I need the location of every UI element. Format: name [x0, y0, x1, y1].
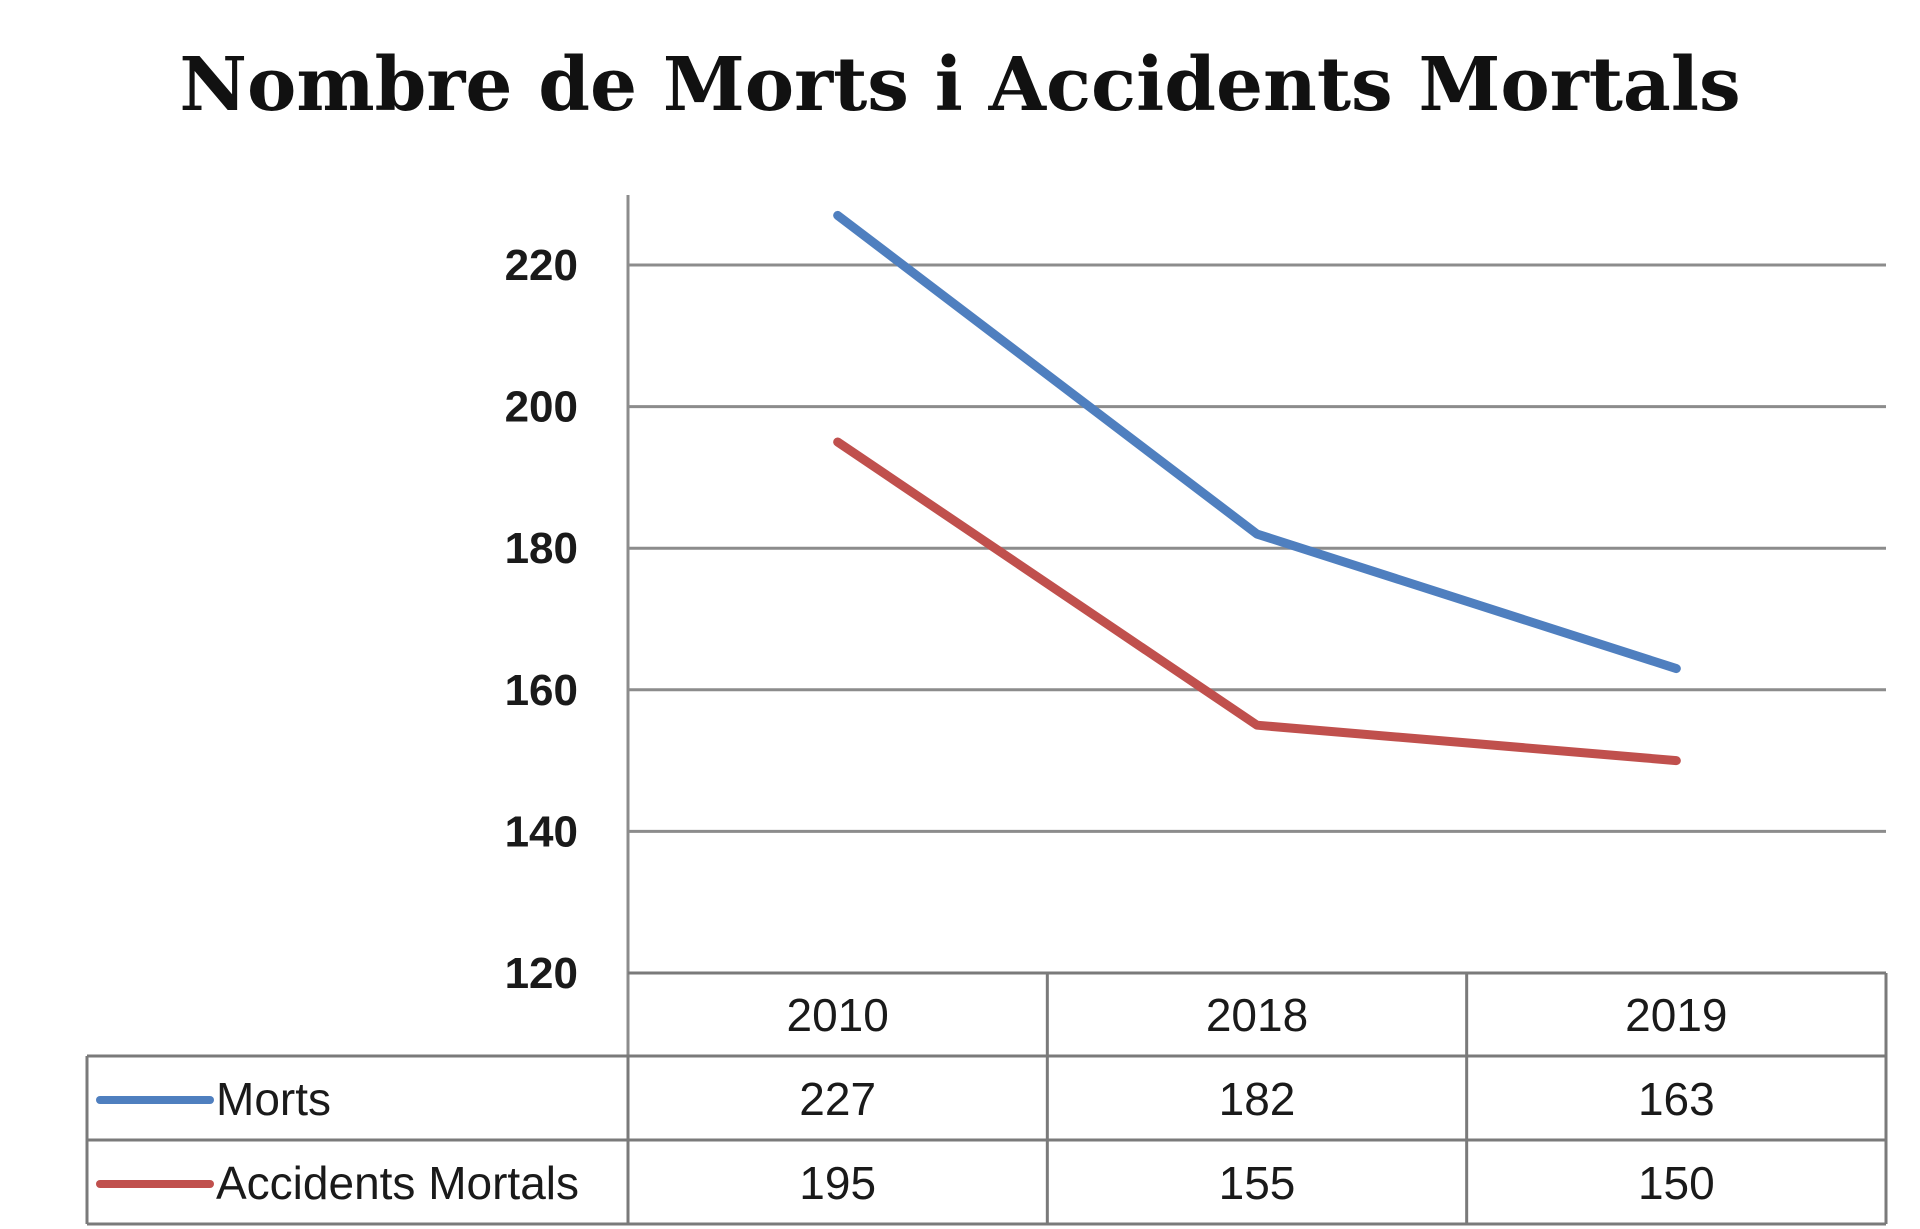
- y-tick-label: 120: [505, 949, 578, 998]
- data-point: [1256, 533, 1258, 536]
- y-tick-label: 200: [505, 383, 578, 432]
- data-point: [836, 441, 839, 443]
- data-point: [836, 214, 839, 217]
- table-value: 163: [1638, 1073, 1715, 1125]
- category-label: 2018: [1206, 989, 1308, 1041]
- series-line-1: [833, 437, 1681, 766]
- chart-title: Nombre de Morts i Accidents Mortals: [179, 42, 1740, 128]
- data-point: [1256, 724, 1258, 727]
- table-value: 227: [799, 1073, 876, 1125]
- data-point: [1675, 667, 1678, 670]
- category-label: 2010: [786, 989, 888, 1041]
- series-name: Morts: [216, 1073, 331, 1125]
- gridlines: [626, 195, 1886, 1056]
- y-axis-ticks: 220 200 180 160 140 120: [505, 241, 578, 998]
- series-lines: [833, 210, 1681, 766]
- data-table: 2010 2018 2019 Morts 227 182 163 Accidents Mort…: [85, 971, 1888, 1226]
- y-tick-label: 140: [505, 807, 578, 856]
- table-value: 195: [799, 1157, 876, 1209]
- data-point: [1675, 759, 1678, 762]
- y-tick-label: 180: [505, 524, 578, 573]
- y-tick-label: 220: [505, 241, 578, 290]
- series-name: Accidents Mortals: [216, 1157, 579, 1209]
- series-line-0: [833, 210, 1681, 674]
- table-value: 155: [1219, 1157, 1296, 1209]
- category-label: 2019: [1625, 989, 1727, 1041]
- table-value: 150: [1638, 1157, 1715, 1209]
- y-tick-label: 160: [505, 666, 578, 715]
- table-value: 182: [1219, 1073, 1296, 1125]
